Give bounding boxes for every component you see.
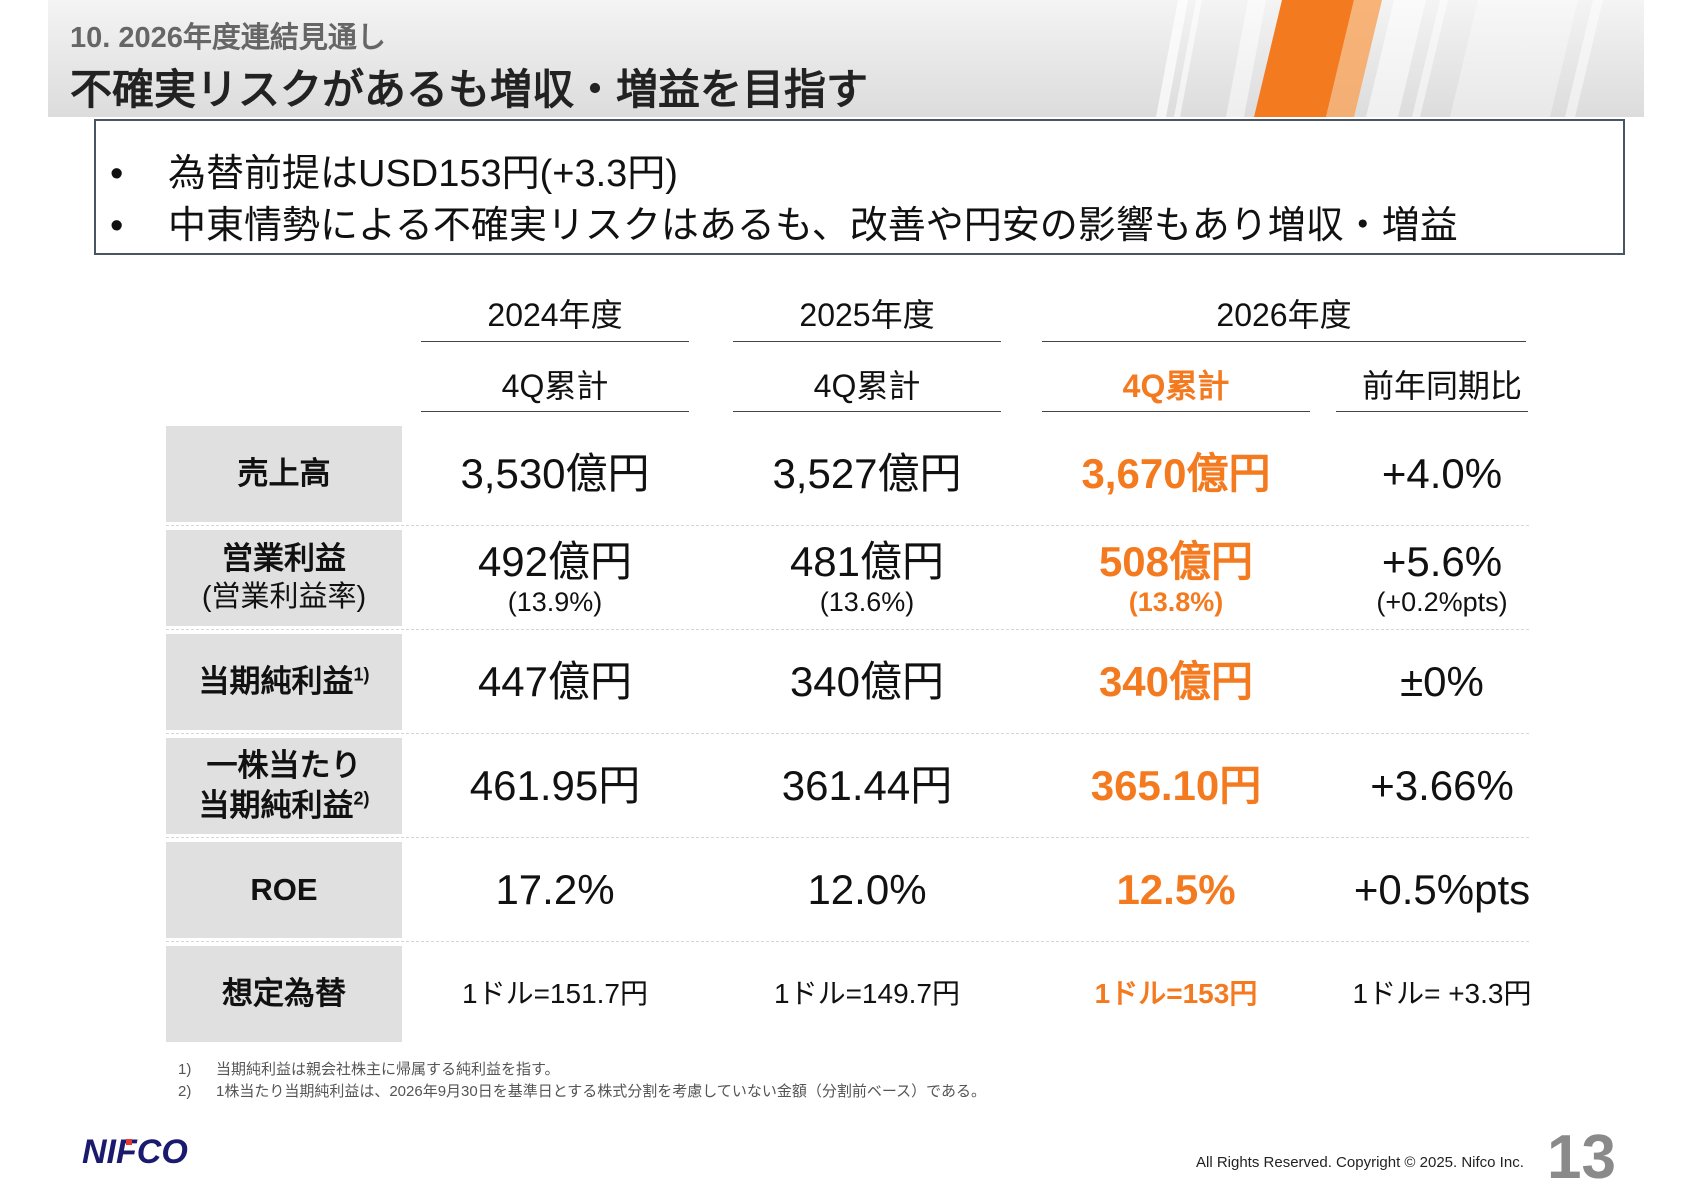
net-income-yoy: ±0%: [1400, 657, 1484, 705]
fx-2026: 1ドル=153円: [1094, 977, 1258, 1009]
row-divider: [166, 629, 1529, 630]
eps-2026: 365.10円: [1090, 761, 1262, 809]
page-number: 13: [1547, 1123, 1616, 1192]
op-profit-yoy: +5.6% (+0.2%pts): [1376, 538, 1508, 617]
bullet-marker: •: [110, 153, 124, 195]
row-label-net-income: 当期純利益1): [166, 634, 402, 730]
roe-2026: 12.5%: [1116, 865, 1236, 913]
row-label-roe: ROE: [166, 842, 402, 938]
subheader-2024: 4Q累計: [501, 368, 609, 404]
roe-yoy: +0.5%pts: [1353, 865, 1531, 913]
summary-bullet: • 為替前提はUSD153円(+3.3円): [110, 142, 678, 197]
header-band: [48, 0, 1644, 117]
op-profit-2025: 481億円 (13.6%): [789, 538, 945, 617]
header-rule: [421, 411, 689, 412]
eps-yoy: +3.66%: [1370, 761, 1514, 809]
header-rule: [421, 341, 689, 342]
op-profit-2024: 492億円 (13.9%): [477, 538, 633, 617]
roe-2025: 12.0%: [807, 865, 927, 913]
bullet-marker: •: [110, 205, 124, 247]
summary-bullet: • 中東情勢による不確実リスクはあるも、改善や円安の影響もあり増収・増益: [110, 194, 1458, 249]
row-divider: [166, 837, 1529, 838]
header-rule: [733, 341, 1001, 342]
eps-2024: 461.95円: [469, 761, 641, 809]
net-income-2025: 340億円: [789, 657, 945, 705]
footnote: 2) 1株当たり当期純利益は、2026年9月30日を基準日とする株式分割を考慮して…: [178, 1083, 986, 1100]
header-rule: [733, 411, 1001, 412]
sales-2026: 3,670億円: [1081, 449, 1271, 497]
sales-yoy: +4.0%: [1381, 449, 1503, 497]
header-rule: [1042, 341, 1526, 342]
section-title: 10. 2026年度連結見通し: [70, 22, 386, 54]
row-divider: [166, 733, 1529, 734]
net-income-2026: 340億円: [1098, 657, 1254, 705]
eps-2025: 361.44円: [781, 761, 953, 809]
row-label-operating-profit: 営業利益 (営業利益率): [166, 530, 402, 626]
row-label-sales: 売上高: [166, 426, 402, 522]
sales-2024: 3,530億円: [460, 449, 650, 497]
fx-2025: 1ドル=149.7円: [774, 977, 960, 1009]
svg-text:NIFCO: NIFCO: [82, 1133, 188, 1169]
bullet-text: 中東情勢による不確実リスクはあるも、改善や円安の影響もあり増収・増益: [168, 205, 1458, 247]
header-rule: [1336, 411, 1528, 412]
nifco-logo: NIFCO: [82, 1133, 188, 1169]
row-label-fx: 想定為替: [166, 946, 402, 1042]
header-decoration: [1156, 0, 1603, 117]
footnote: 1) 当期純利益は親会社株主に帰属する純利益を指す。: [178, 1061, 560, 1078]
row-divider: [166, 525, 1529, 526]
subheader-2026: 4Q累計: [1122, 368, 1230, 404]
page-title: 不確実リスクがあるも増収・増益を目指す: [70, 66, 869, 113]
op-profit-2026: 508億円 (13.8%): [1098, 538, 1254, 617]
subheader-yoy: 前年同期比: [1361, 368, 1522, 404]
subheader-2025: 4Q累計: [813, 368, 921, 404]
year-header-2025: 2025年度: [799, 297, 935, 333]
bullet-text: 為替前提はUSD153円(+3.3円): [168, 153, 678, 195]
year-header-2026: 2026年度: [1216, 297, 1352, 333]
row-label-eps: 一株当たり 当期純利益2): [166, 738, 402, 834]
summary-box: [94, 119, 1625, 255]
sales-2025: 3,527億円: [772, 449, 962, 497]
year-header-2024: 2024年度: [487, 297, 623, 333]
row-divider: [166, 941, 1529, 942]
fx-2024: 1ドル=151.7円: [462, 977, 648, 1009]
copyright-text: All Rights Reserved. Copyright © 2025. N…: [1196, 1154, 1524, 1171]
roe-2024: 17.2%: [495, 865, 615, 913]
header-rule: [1042, 411, 1310, 412]
net-income-2024: 447億円: [477, 657, 633, 705]
fx-yoy: 1ドル= +3.3円: [1352, 977, 1532, 1009]
